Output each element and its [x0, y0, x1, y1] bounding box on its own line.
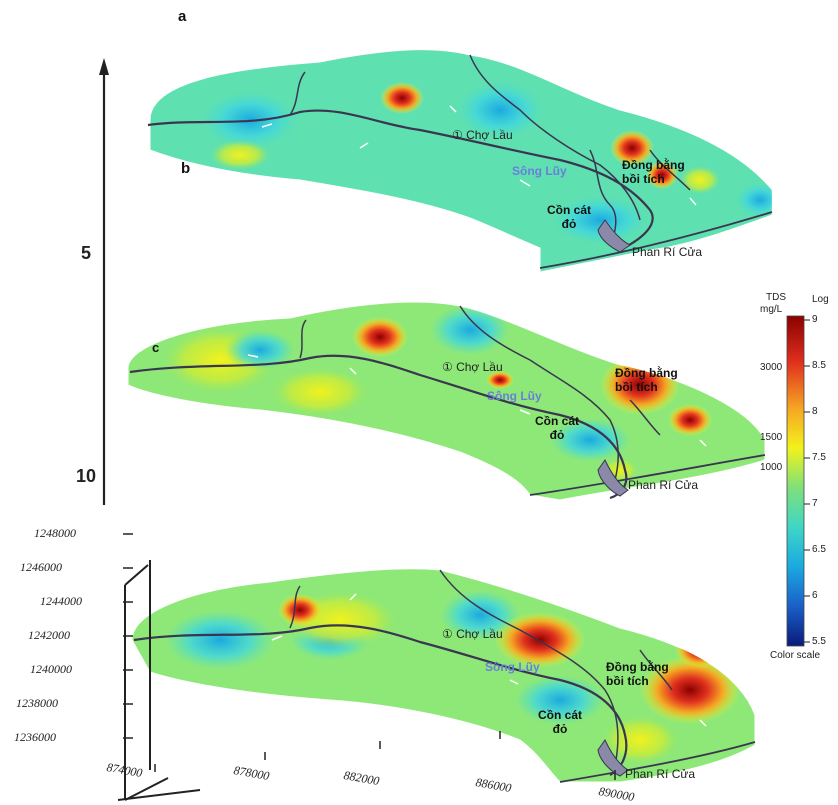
panel-label-a: a	[178, 8, 187, 25]
map-layer-middle	[127, 301, 766, 501]
panel-label-c: c	[152, 340, 160, 355]
label-cho-lau: ① Chợ Lầu	[442, 360, 503, 374]
y-tick-label: 1240000	[30, 662, 72, 676]
label-dong-bang: Đồng bằng bồi tích	[615, 366, 678, 394]
scale-right-tick: 7.5	[812, 452, 826, 463]
y-tick-label: 1246000	[20, 560, 62, 574]
scale-right-tick: 9	[812, 314, 818, 325]
scale-header-unit: mg/L	[760, 304, 783, 315]
y-tick-label: 1244000	[40, 594, 82, 608]
label-phan-ri-cua: Phan Rí Cửa	[625, 767, 696, 781]
scale-footer: Color scale	[770, 650, 821, 661]
label-con-cat: Cồn cát đỏ	[538, 708, 583, 736]
color-scale-bar	[786, 315, 805, 647]
label-phan-ri-cua: Phan Rí Cửa	[632, 245, 703, 259]
vertical-axis-arrow	[99, 58, 109, 75]
scale-right-tick: 7	[812, 498, 818, 509]
label-con-cat: Cồn cát đỏ	[547, 203, 592, 231]
scale-right-tick: 8	[812, 406, 818, 417]
axis-frame	[117, 560, 201, 801]
scale-right-tick: 5.5	[812, 636, 826, 647]
scale-left-tick: 3000	[760, 362, 783, 373]
scale-header-log: Log	[812, 294, 829, 305]
x-axis-ticks-marks	[154, 731, 616, 780]
label-song-luy: Sông Lũy	[485, 660, 540, 674]
label-song-luy: Sông Lũy	[487, 389, 542, 403]
scale-left-tick: 1500	[760, 432, 783, 443]
label-song-luy: Sông Lũy	[512, 164, 567, 178]
scale-left-tick: 1000	[760, 462, 783, 473]
label-con-cat: Cồn cát đỏ	[535, 414, 580, 442]
label-phan-ri-cua: Phan Rí Cửa	[628, 478, 699, 492]
y-tick-label: 1248000	[34, 526, 76, 540]
panel-label-b: b	[181, 160, 191, 177]
y-tick-label: 1242000	[28, 628, 70, 642]
scale-right-tick: 6.5	[812, 544, 826, 555]
map-layer-top	[147, 49, 773, 273]
color-scale-ticks	[804, 319, 810, 643]
map-layer-bottom	[131, 568, 756, 783]
label-cho-lau: ① Chợ Lầu	[452, 128, 513, 142]
label-cho-lau: ① Chợ Lầu	[442, 627, 503, 641]
y-tick-label: 1236000	[14, 730, 56, 744]
y-axis-ticks-marks	[123, 533, 133, 739]
scale-right-tick: 6	[812, 590, 818, 601]
label-dong-bang: Đồng bằng bồi tích	[606, 660, 669, 688]
depth-label-5: 5	[81, 243, 92, 263]
scale-header-tds: TDS	[766, 292, 786, 303]
label-dong-bang: Đồng bằng bồi tích	[622, 158, 685, 186]
y-tick-label: 1238000	[16, 696, 58, 710]
scale-right-tick: 8.5	[812, 360, 826, 371]
depth-label-10: 10	[76, 466, 97, 486]
